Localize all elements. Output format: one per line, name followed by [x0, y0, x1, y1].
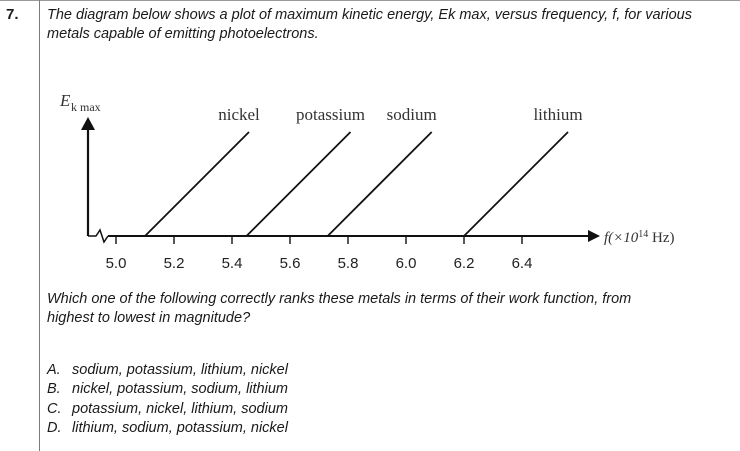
x-tick-label: 6.0 — [396, 255, 417, 272]
question-number: 7. — [6, 6, 19, 23]
series-label-potassium: potassium — [296, 105, 365, 124]
series-line-lithium — [463, 131, 569, 237]
axis-break — [88, 228, 109, 244]
option-letter: C. — [47, 400, 62, 417]
series-line-sodium — [327, 131, 433, 237]
series-line-nickel — [144, 131, 250, 237]
series-label-lithium: lithium — [533, 105, 582, 124]
option-d[interactable]: D. lithium, sodium, potassium, nickel — [47, 419, 288, 438]
question-prompt: Which one of the following correctly ran… — [47, 290, 737, 328]
x-tick-label: 5.4 — [222, 255, 243, 272]
x-axis-label-unit: Hz) — [648, 230, 674, 246]
x-axis-label: f(×1014 Hz) — [604, 229, 675, 246]
series-label-sodium: sodium — [387, 105, 437, 124]
prompt-line-1: Which one of the following correctly ran… — [47, 291, 632, 307]
x-axis-label-main: f(×10 — [604, 230, 639, 246]
option-b[interactable]: B. nickel, potassium, sodium, lithium — [47, 380, 288, 399]
option-c[interactable]: C. potassium, nickel, lithium, sodium — [47, 400, 288, 419]
option-letter: B. — [47, 381, 61, 398]
y-axis-label: E — [59, 91, 71, 110]
series-label-nickel: nickel — [218, 105, 260, 124]
x-tick-label: 5.0 — [106, 255, 127, 272]
x-tick-label: 6.2 — [454, 255, 475, 272]
x-tick-label: 5.8 — [338, 255, 359, 272]
top-border — [0, 0, 740, 1]
option-text: potassium, nickel, lithium, sodium — [72, 400, 288, 417]
x-tick-label: 5.6 — [280, 255, 301, 272]
option-text: sodium, potassium, lithium, nickel — [72, 362, 288, 378]
option-letter: A. — [47, 362, 61, 378]
series-line-potassium — [245, 131, 352, 237]
stem-line-2: metals capable of emitting photoelectron… — [47, 26, 319, 42]
x-tick-label: 5.2 — [164, 255, 185, 272]
stem-line-1: The diagram below shows a plot of maximu… — [47, 7, 692, 23]
x-axis-arrow — [588, 230, 600, 242]
option-text: lithium, sodium, potassium, nickel — [72, 419, 288, 436]
prompt-line-2: highest to lowest in magnitude? — [47, 310, 251, 326]
answer-options: A. sodium, potassium, lithium, nickel B. n… — [47, 361, 288, 438]
question-stem: The diagram below shows a plot of maximu… — [47, 6, 737, 44]
option-a[interactable]: A. sodium, potassium, lithium, nickel — [47, 361, 288, 380]
x-axis-label-exponent: 14 — [638, 229, 648, 240]
option-text: nickel, potassium, sodium, lithium — [72, 381, 288, 398]
x-tick-label: 6.4 — [512, 255, 533, 272]
y-axis-arrow — [81, 117, 95, 130]
y-axis-label-subscript: k max — [71, 100, 101, 114]
option-letter: D. — [47, 419, 62, 436]
question-divider — [39, 0, 40, 451]
